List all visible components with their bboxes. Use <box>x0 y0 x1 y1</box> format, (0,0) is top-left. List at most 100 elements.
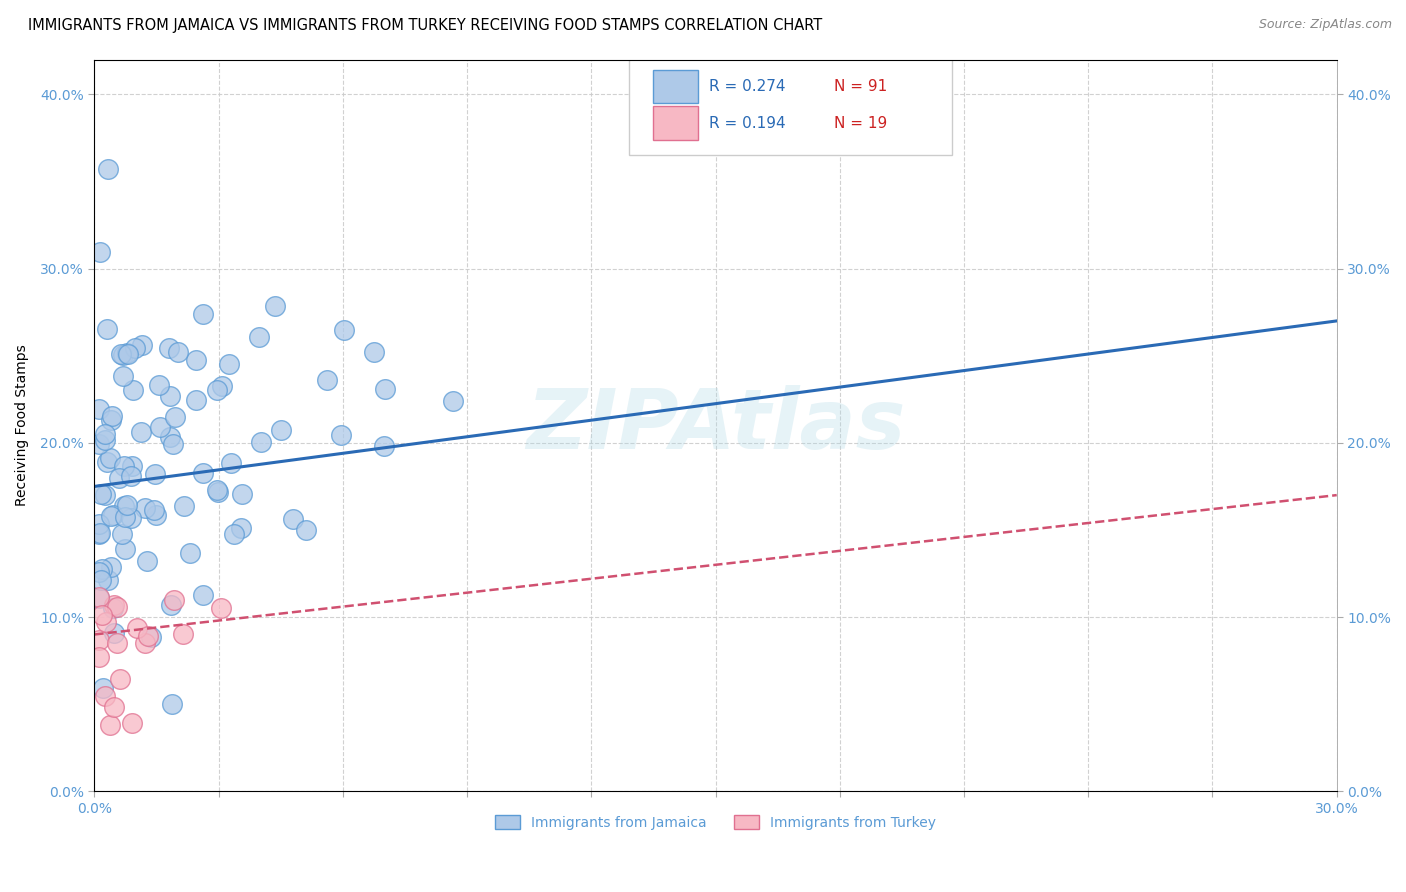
Point <box>229 521 252 535</box>
Point <box>363 344 385 359</box>
Point <box>107 599 129 614</box>
Point <box>125 621 148 635</box>
Point <box>218 357 240 371</box>
Point <box>108 672 131 686</box>
Point <box>134 636 156 650</box>
Point <box>90 573 112 587</box>
Point <box>114 510 136 524</box>
Point <box>91 561 114 575</box>
Point <box>117 347 139 361</box>
Point <box>101 508 124 522</box>
Point <box>145 508 167 523</box>
Point <box>122 383 145 397</box>
FancyBboxPatch shape <box>654 106 699 140</box>
Point <box>193 307 215 321</box>
Point <box>115 345 138 359</box>
Point <box>121 715 143 730</box>
Y-axis label: Receiving Food Stamps: Receiving Food Stamps <box>15 344 30 507</box>
Point <box>89 526 111 541</box>
Point <box>224 526 246 541</box>
Point <box>87 437 110 451</box>
Point <box>270 423 292 437</box>
Text: IMMIGRANTS FROM JAMAICA VS IMMIGRANTS FROM TURKEY RECEIVING FOOD STAMPS CORRELAT: IMMIGRANTS FROM JAMAICA VS IMMIGRANTS FR… <box>28 18 823 33</box>
Point <box>98 451 121 466</box>
Point <box>138 629 160 643</box>
Point <box>100 559 122 574</box>
Text: Source: ZipAtlas.com: Source: ZipAtlas.com <box>1258 18 1392 31</box>
Point <box>191 589 214 603</box>
Point <box>111 348 134 362</box>
Text: ZIPAtlas: ZIPAtlas <box>526 385 905 466</box>
Text: N = 91: N = 91 <box>834 79 887 95</box>
Point <box>94 689 117 703</box>
Point <box>148 378 170 392</box>
Point <box>89 526 111 541</box>
Point <box>121 459 143 474</box>
Point <box>89 244 111 259</box>
Point <box>93 433 115 447</box>
Point <box>184 393 207 408</box>
Point <box>101 409 124 424</box>
Point <box>100 413 122 427</box>
Point <box>250 435 273 450</box>
Point <box>191 466 214 480</box>
Point <box>441 393 464 408</box>
Point <box>205 383 228 397</box>
Point <box>103 598 125 612</box>
Point <box>94 615 117 629</box>
Point <box>247 330 270 344</box>
Point <box>129 425 152 439</box>
Point <box>105 636 128 650</box>
Point <box>136 554 159 568</box>
Point <box>91 681 114 695</box>
Point <box>374 382 396 396</box>
Point <box>159 598 181 612</box>
Point <box>96 455 118 469</box>
FancyBboxPatch shape <box>628 56 952 154</box>
Point <box>97 573 120 587</box>
Point <box>111 527 134 541</box>
Point <box>120 469 142 483</box>
Point <box>115 498 138 512</box>
Point <box>315 372 337 386</box>
Point <box>159 430 181 444</box>
Point <box>124 341 146 355</box>
Point <box>108 471 131 485</box>
Point <box>87 591 110 606</box>
Point <box>94 427 117 442</box>
Point <box>94 488 117 502</box>
Point <box>149 420 172 434</box>
Point <box>103 626 125 640</box>
Point <box>179 545 201 559</box>
Point <box>157 341 180 355</box>
Point <box>87 591 110 605</box>
Point <box>97 161 120 176</box>
Point <box>186 352 208 367</box>
Point <box>173 499 195 513</box>
Point <box>167 345 190 359</box>
Point <box>231 487 253 501</box>
Point <box>143 503 166 517</box>
Legend: Immigrants from Jamaica, Immigrants from Turkey: Immigrants from Jamaica, Immigrants from… <box>489 810 942 836</box>
Text: R = 0.274: R = 0.274 <box>710 79 786 95</box>
Point <box>96 322 118 336</box>
Point <box>98 718 121 732</box>
Point <box>100 508 122 523</box>
Text: N = 19: N = 19 <box>834 116 887 131</box>
FancyBboxPatch shape <box>654 70 699 103</box>
Point <box>211 379 233 393</box>
Point <box>294 523 316 537</box>
Point <box>111 368 134 383</box>
Point <box>101 600 124 615</box>
Point <box>114 458 136 473</box>
Point <box>209 600 232 615</box>
Point <box>165 410 187 425</box>
Point <box>120 511 142 525</box>
Point <box>87 632 110 647</box>
Point <box>87 402 110 417</box>
Point <box>143 467 166 482</box>
Point <box>207 485 229 500</box>
Text: R = 0.194: R = 0.194 <box>710 116 786 131</box>
Point <box>329 427 352 442</box>
Point <box>373 439 395 453</box>
